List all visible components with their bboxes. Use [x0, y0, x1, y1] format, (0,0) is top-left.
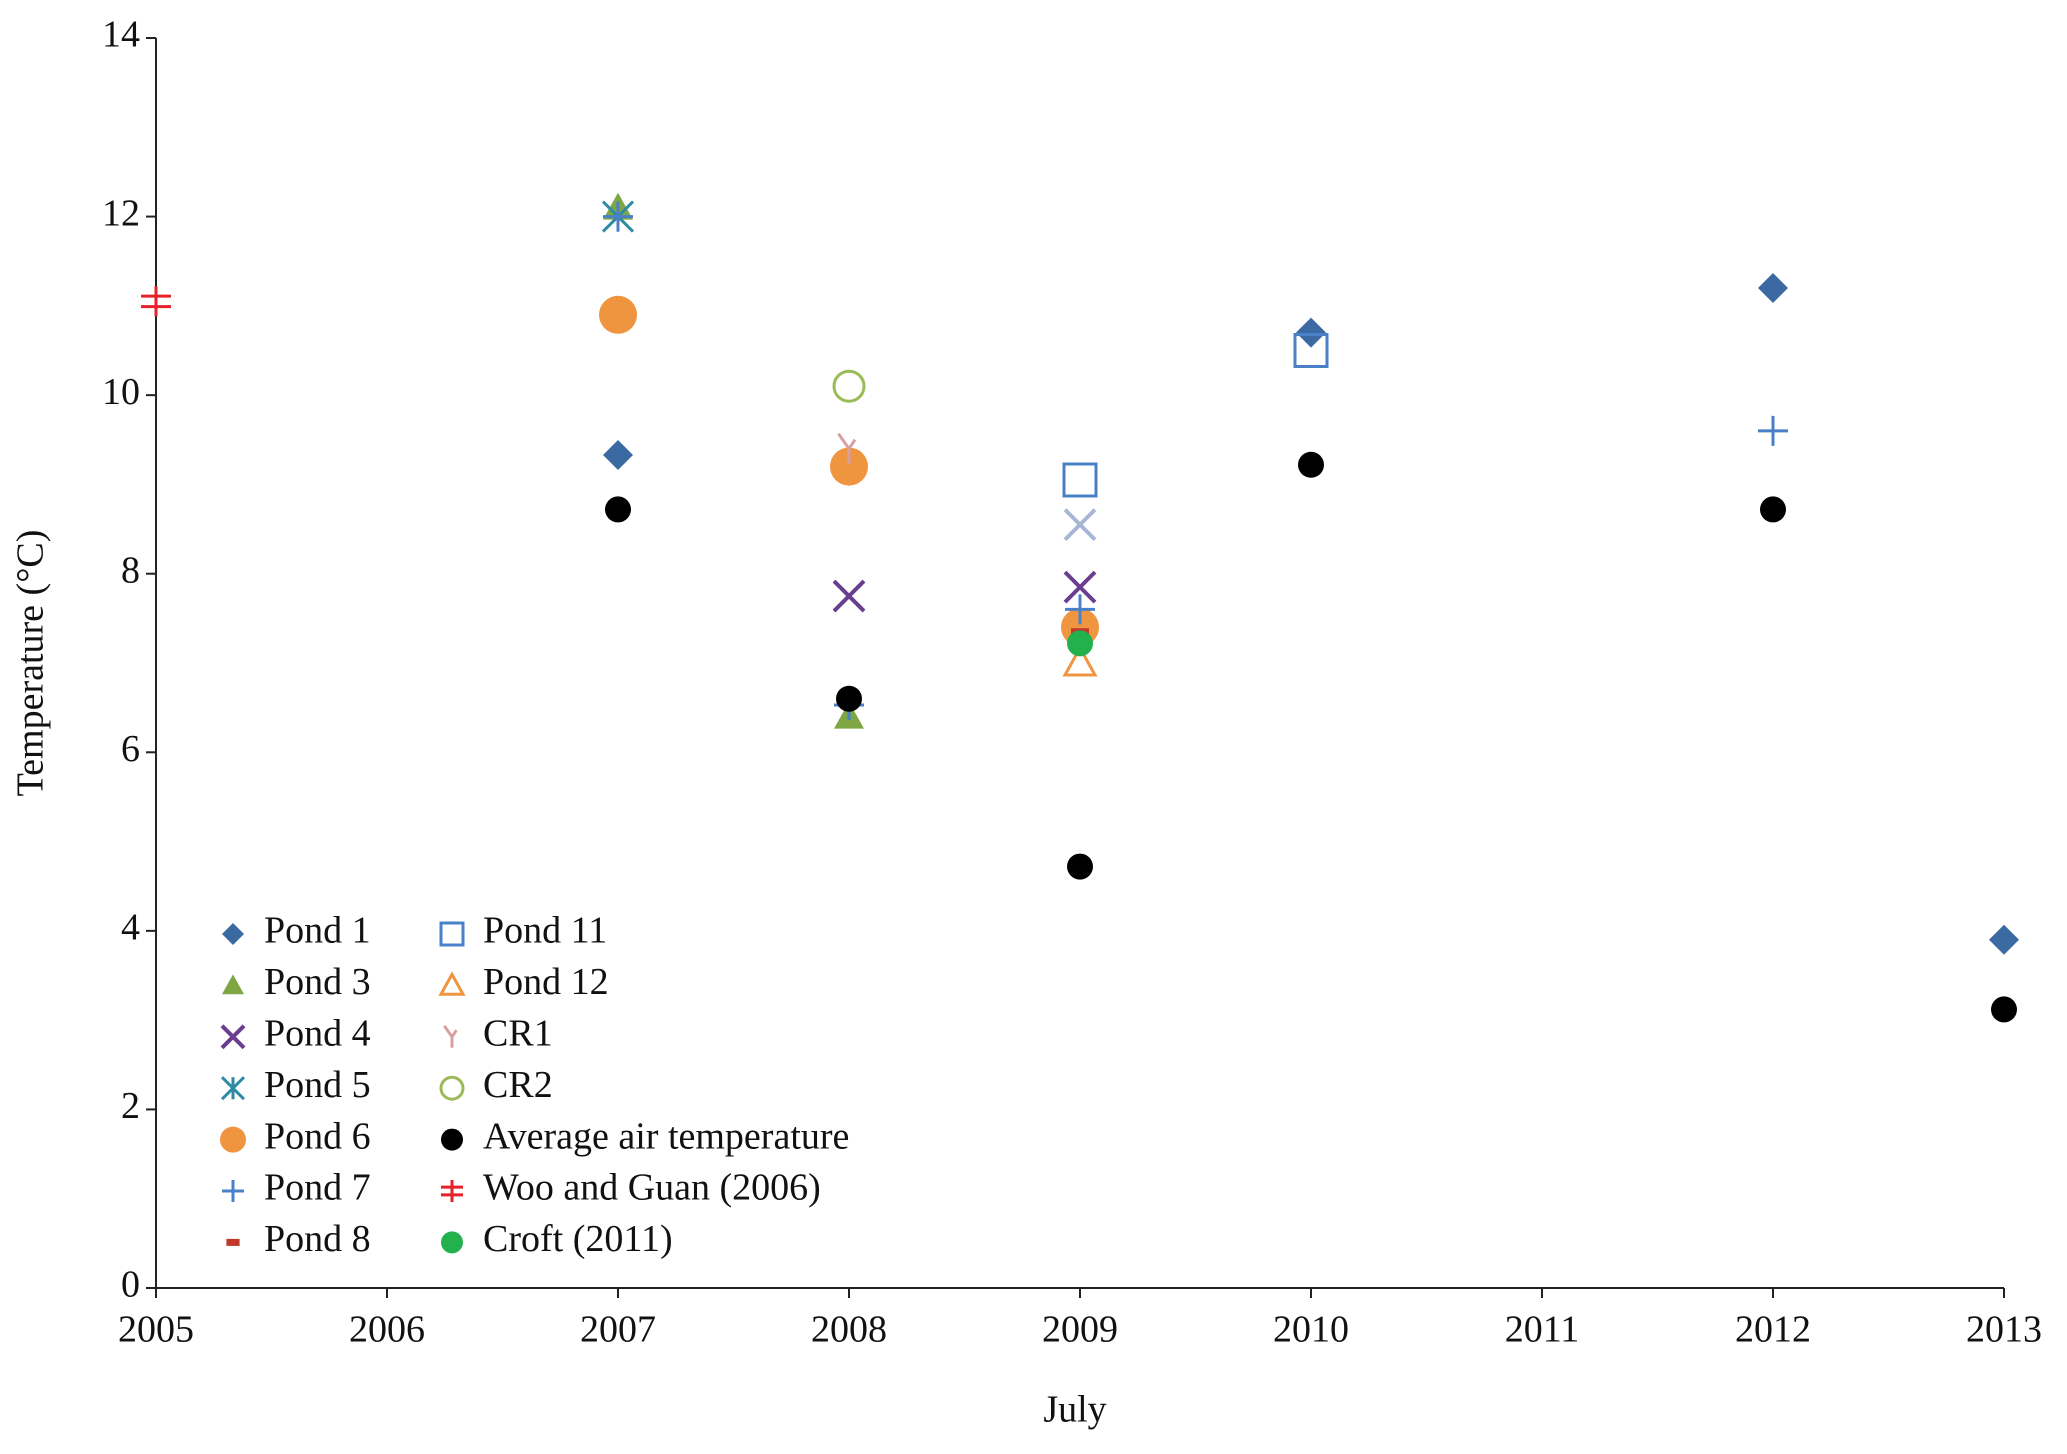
x-tick-label: 2005 — [118, 1309, 194, 1351]
x-tick-label: 2007 — [580, 1309, 656, 1351]
legend-label: Pond 11 — [483, 910, 607, 952]
legend-label: Pond 7 — [264, 1167, 371, 1209]
data-point — [605, 496, 631, 523]
legend-marker — [222, 923, 244, 945]
legend-marker — [220, 1076, 246, 1101]
legend-label: Pond 4 — [264, 1013, 371, 1055]
legend-label: Pond 8 — [264, 1218, 371, 1260]
legend-label: CR2 — [483, 1064, 553, 1106]
data-point — [1062, 644, 1098, 677]
y-tick-label: 12 — [102, 192, 140, 234]
data-point — [832, 579, 866, 613]
y-axis-label: Temperature (°C) — [10, 530, 52, 797]
x-tick-label: 2006 — [349, 1309, 425, 1351]
legend-marker — [441, 1180, 463, 1202]
legend-marker — [220, 1126, 246, 1153]
data-point — [1989, 924, 2019, 955]
y-tick-label: 10 — [102, 371, 140, 413]
legend-label: Average air temperature — [483, 1115, 849, 1157]
y-tick-label: 4 — [121, 907, 140, 949]
legend-label: Pond 12 — [483, 961, 609, 1003]
y-tick-label: 2 — [121, 1085, 140, 1127]
data-point — [1298, 451, 1324, 478]
data-point — [141, 286, 171, 317]
legend-marker — [441, 1231, 463, 1254]
legend-label: Woo and Guan (2006) — [483, 1167, 821, 1209]
data-point — [836, 685, 862, 712]
y-tick-label: 8 — [121, 549, 140, 591]
x-tick-label: 2013 — [1966, 1309, 2042, 1351]
x-tick-label: 2008 — [811, 1309, 887, 1351]
legend-label: Pond 3 — [264, 961, 371, 1003]
x-tick-label: 2009 — [1042, 1309, 1118, 1351]
x-tick-label: 2010 — [1273, 1309, 1349, 1351]
data-point — [1067, 630, 1093, 657]
legend-marker — [441, 1128, 463, 1151]
data-point — [599, 295, 637, 334]
data-point — [1991, 996, 2017, 1023]
data-point — [1760, 496, 1786, 523]
data-point — [1293, 333, 1329, 368]
data-point — [1063, 570, 1097, 604]
data-point — [832, 369, 866, 403]
legend-label: Croft (2011) — [483, 1218, 673, 1260]
x-tick-label: 2011 — [1505, 1309, 1580, 1351]
legend-marker — [222, 1180, 244, 1202]
data-point — [1067, 853, 1093, 880]
data-point — [1758, 273, 1788, 303]
data-point — [603, 201, 633, 232]
legend-marker — [438, 971, 466, 996]
legend-marker — [439, 1075, 465, 1101]
data-point — [1758, 415, 1788, 446]
data-point — [603, 439, 633, 470]
data-point — [1062, 462, 1098, 498]
y-tick-label: 6 — [121, 728, 140, 770]
legend-marker — [222, 974, 244, 995]
y-tick-label: 0 — [121, 1264, 140, 1306]
legend-label: CR1 — [483, 1013, 553, 1055]
legend-marker — [443, 1024, 458, 1048]
x-tick-label: 2012 — [1735, 1309, 1811, 1351]
legend-marker — [439, 921, 465, 947]
legend-marker — [220, 1024, 246, 1050]
x-axis-label: July — [1043, 1389, 1106, 1431]
data-point — [837, 432, 857, 464]
data-point — [830, 447, 868, 486]
legend-label: Pond 1 — [264, 910, 371, 952]
legend-label: Pond 6 — [264, 1115, 371, 1157]
legend-label: Pond 5 — [264, 1064, 371, 1106]
data-point — [1065, 594, 1095, 625]
data-point — [1296, 317, 1326, 348]
data-point — [1063, 508, 1097, 542]
y-tick-label: 14 — [102, 14, 140, 56]
